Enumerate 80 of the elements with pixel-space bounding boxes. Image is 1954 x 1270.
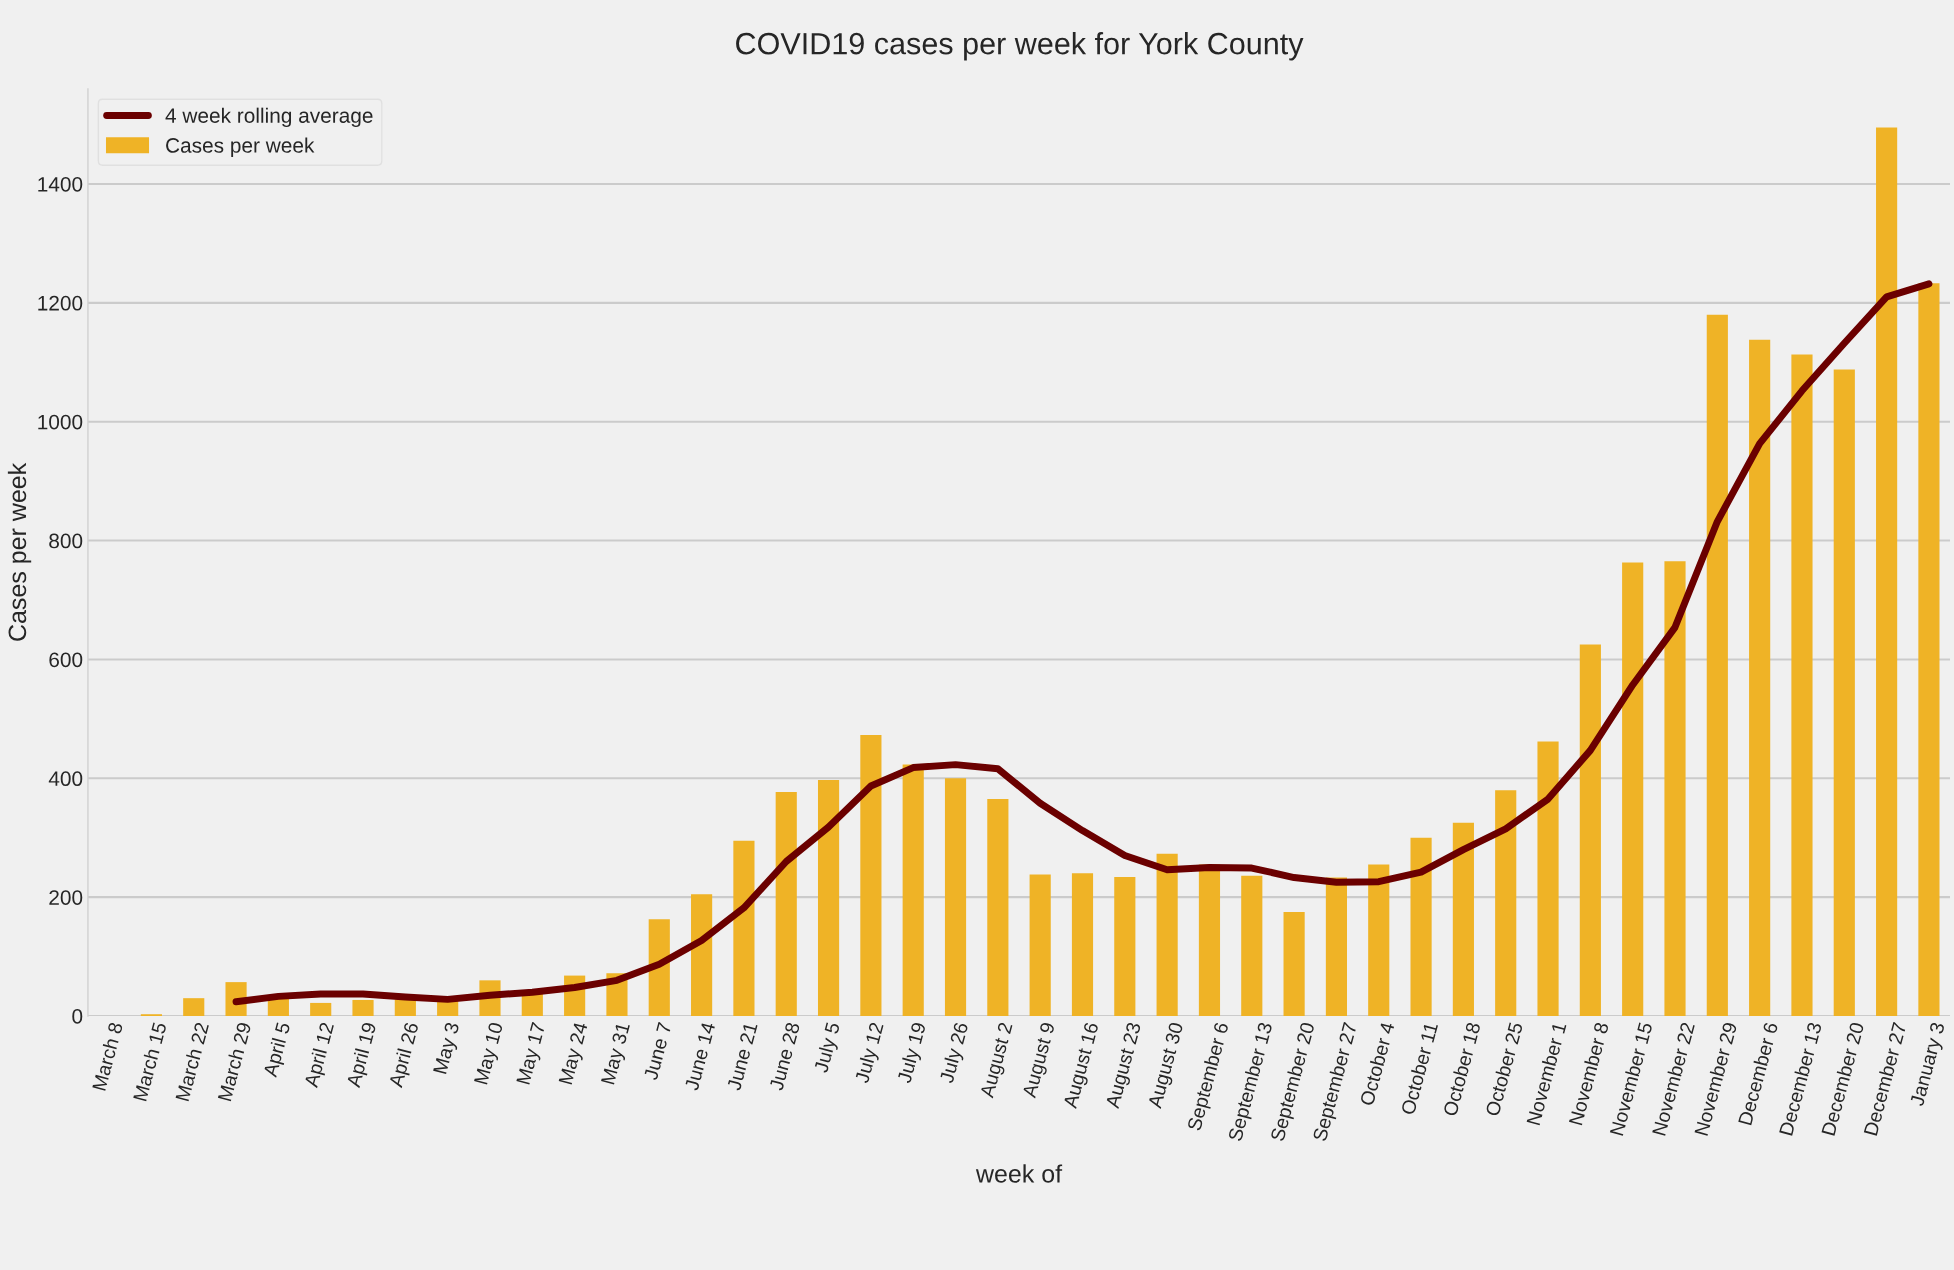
bar	[310, 1002, 332, 1016]
x-tick-label: August 23	[1105, 1021, 1145, 1111]
x-tick-label: July 19	[896, 1021, 930, 1085]
x-tick-label: March 22	[174, 1021, 210, 1102]
bar	[1452, 822, 1474, 1016]
y-tick-label: 1000	[38, 414, 83, 430]
bar	[1791, 354, 1813, 1016]
y-tick-label: 1400	[38, 176, 83, 192]
x-tick-label: August 30	[1147, 1021, 1188, 1111]
x-tick-label: July 26	[938, 1021, 973, 1085]
bar	[1876, 127, 1898, 1016]
bar	[860, 734, 882, 1016]
bar	[944, 778, 967, 1016]
chart-title: COVID19 cases per week for York County	[736, 32, 1304, 61]
bar	[1156, 853, 1178, 1016]
y-tick-label: 200	[49, 890, 83, 905]
bar	[352, 999, 374, 1016]
x-tick-label: August 9	[1021, 1021, 1059, 1100]
x-tick-label: August 16	[1062, 1021, 1103, 1111]
bar	[1283, 912, 1305, 1016]
x-tick-label: October 11	[1400, 1021, 1439, 1116]
bar	[1368, 864, 1390, 1016]
bar	[1198, 864, 1221, 1016]
bar	[1833, 369, 1855, 1016]
x-tick-label: October 4	[1359, 1021, 1395, 1107]
legend-label: Cases per week	[166, 137, 315, 157]
x-tick-label: May 17	[516, 1021, 550, 1086]
legend-label: 4 week rolling average	[165, 107, 373, 128]
bar	[987, 799, 1009, 1016]
x-tick-label: June 7	[643, 1021, 672, 1081]
bar	[817, 780, 840, 1016]
x-tick-label: June 14	[684, 1021, 716, 1092]
bar	[1918, 283, 1940, 1016]
x-tick-label: July 12	[854, 1021, 888, 1085]
x-tick-label: May 10	[473, 1021, 507, 1086]
bar	[691, 894, 713, 1016]
x-tick-label: April 12	[303, 1021, 338, 1090]
bar	[1706, 314, 1728, 1016]
bar	[902, 764, 924, 1016]
x-tick-label: April 19	[345, 1021, 381, 1090]
x-tick-label: April 26	[388, 1021, 423, 1090]
x-tick-label: May 24	[558, 1021, 592, 1086]
x-tick-label: October 18	[1442, 1021, 1481, 1117]
x-tick-label: July 5	[813, 1021, 844, 1075]
bar	[1664, 561, 1686, 1016]
bar	[1622, 562, 1644, 1016]
bar	[1749, 339, 1771, 1016]
x-tick-label: March 15	[132, 1021, 167, 1102]
y-tick-label: 600	[49, 652, 83, 668]
x-tick-label: April 5	[262, 1021, 295, 1079]
x-tick-label: August 2	[979, 1021, 1017, 1100]
x-tick-label: October 25	[1484, 1021, 1523, 1117]
bar	[183, 998, 205, 1016]
y-tick-label: 0	[72, 1009, 83, 1024]
bar	[1071, 873, 1094, 1016]
y-tick-label: 400	[48, 771, 83, 787]
x-tick-label: March 8	[91, 1021, 123, 1091]
x-tick-label: May 31	[600, 1021, 634, 1086]
bar	[733, 840, 755, 1016]
bar	[775, 791, 797, 1016]
bar	[437, 1001, 459, 1016]
x-tick-label: May 3	[432, 1021, 464, 1076]
bar	[1410, 837, 1432, 1016]
bar	[1029, 874, 1051, 1016]
bar	[1325, 877, 1348, 1016]
x-tick-label: January 3	[1909, 1021, 1949, 1108]
bar	[1241, 875, 1263, 1016]
bar	[1579, 644, 1601, 1016]
x-tick-label: June 21	[726, 1021, 758, 1092]
y-tick-label: 800	[49, 533, 83, 549]
bar	[1495, 790, 1517, 1016]
y-tick-label: 1200	[38, 295, 83, 311]
y-axis-title: Cases per week	[7, 462, 32, 641]
x-tick-label: March 29	[217, 1021, 252, 1102]
bar	[394, 999, 416, 1016]
bar	[648, 919, 670, 1016]
x-axis-title: week of	[975, 1164, 1063, 1183]
bar	[1537, 741, 1559, 1016]
x-tick-label: June 28	[769, 1021, 801, 1092]
bar	[1114, 876, 1136, 1016]
